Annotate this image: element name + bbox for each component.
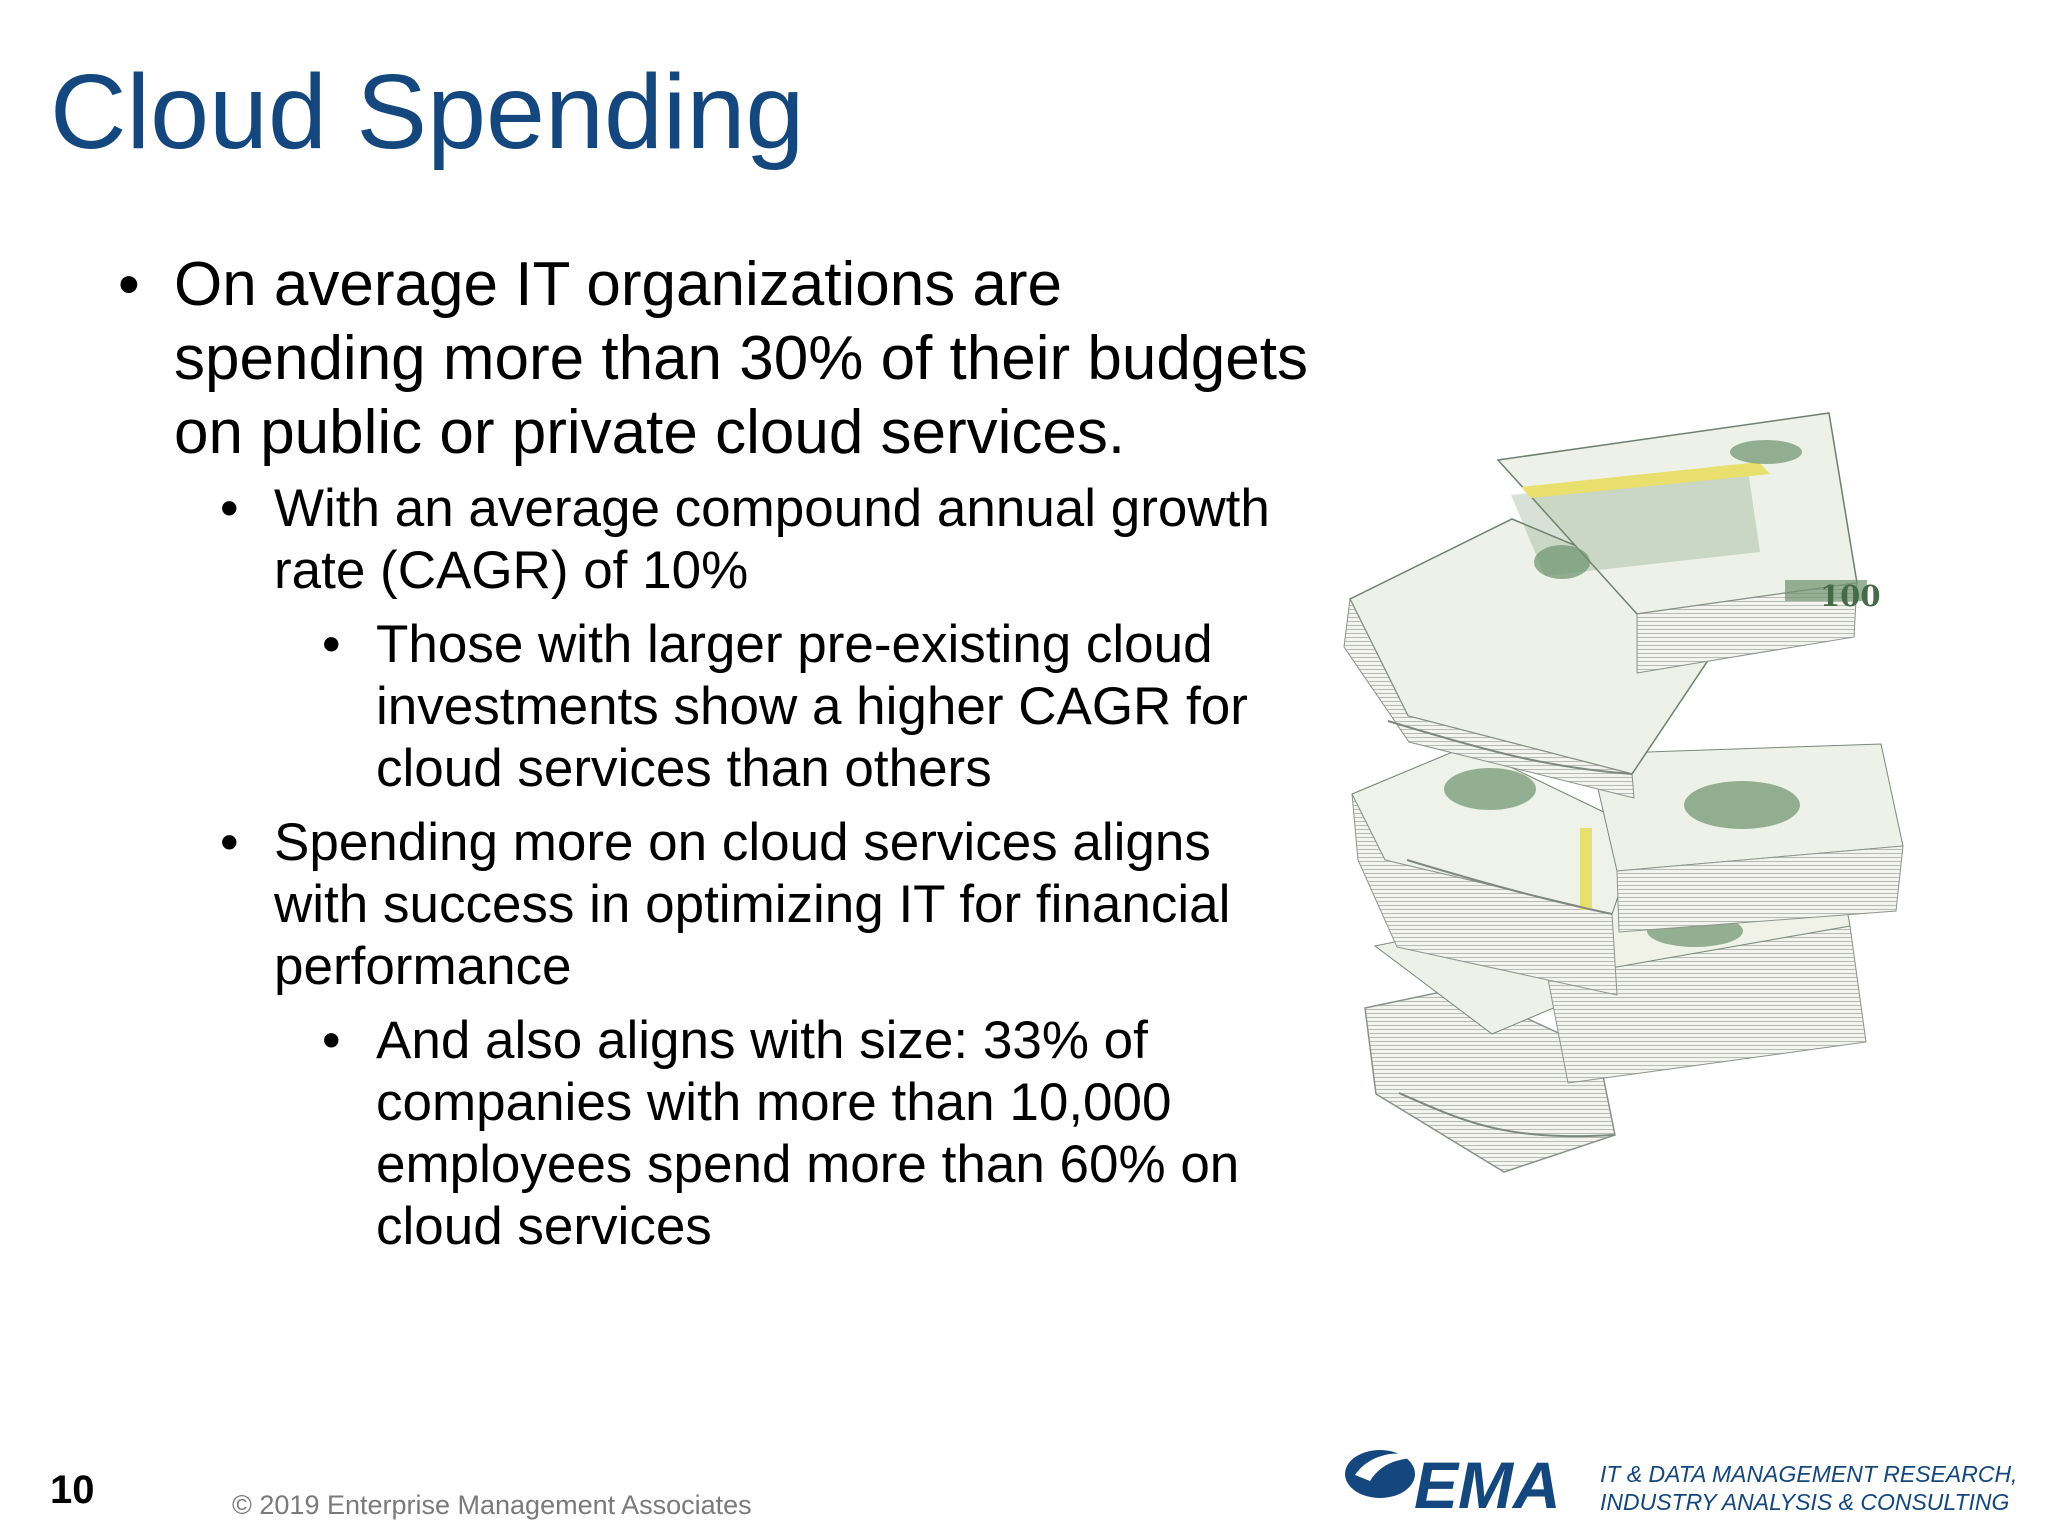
- bullet-marker: •: [118, 250, 140, 319]
- money-bundle-middle: [1351, 743, 1904, 996]
- page-number: 10: [50, 1468, 95, 1512]
- money-shading: [1387, 720, 1633, 1138]
- bullet-text: And also aligns with size: 33% of compan…: [376, 1011, 1240, 1256]
- ema-swoosh-icon: [1345, 1450, 1418, 1498]
- yellow-band: [1580, 828, 1592, 910]
- bullet-marker: •: [322, 615, 341, 674]
- bullet-list: • On average IT organizations are spendi…: [118, 248, 1318, 1270]
- bullet-level-2: • With an average compound annual growth…: [220, 478, 1318, 602]
- page-title: Cloud Spending: [50, 53, 805, 171]
- bullet-marker: •: [220, 813, 239, 872]
- tagline-line-1: IT & DATA MANAGEMENT RESEARCH,: [1600, 1461, 2018, 1487]
- ema-logo: EMA: [1345, 1448, 1561, 1522]
- money-bundle-top: 100: [1343, 412, 1881, 799]
- bullet-text: With an average compound annual growth r…: [274, 479, 1270, 600]
- bullet-text: Those with larger pre-existing cloud inv…: [376, 615, 1248, 798]
- bullet-text: On average IT organizations are spending…: [174, 250, 1308, 467]
- bullet-marker: •: [220, 479, 239, 538]
- bullet-level-1: • On average IT organizations are spendi…: [118, 248, 1318, 470]
- bullet-marker: •: [322, 1011, 341, 1070]
- yellow-band: [1521, 462, 1770, 498]
- green-bill-marking: [1444, 768, 1536, 810]
- bullet-text: Spending more on cloud services aligns w…: [274, 813, 1231, 996]
- bullet-level-2: • Spending more on cloud services aligns…: [220, 812, 1318, 998]
- bullet-level-3: • And also aligns with size: 33% of comp…: [322, 1010, 1318, 1258]
- green-bill-marking: [1785, 580, 1867, 601]
- green-bill-marking: [1534, 545, 1590, 579]
- green-bill-marking: [1730, 440, 1802, 464]
- bill-denomination-text: 100: [1820, 579, 1881, 613]
- copyright-text: © 2019 Enterprise Management Associates: [232, 1490, 752, 1520]
- tagline-line-2: INDUSTRY ANALYSIS & CONSULTING: [1600, 1489, 2010, 1515]
- green-bill-marking: [1684, 781, 1800, 829]
- tagline: IT & DATA MANAGEMENT RESEARCH, INDUSTRY …: [1600, 1460, 2017, 1516]
- money-bundle-bottom: [1364, 853, 1867, 1173]
- money-stack-icon: 100: [1343, 412, 1904, 1173]
- bullet-level-3: • Those with larger pre-existing cloud i…: [322, 614, 1318, 800]
- ema-logo-text: EMA: [1414, 1448, 1561, 1522]
